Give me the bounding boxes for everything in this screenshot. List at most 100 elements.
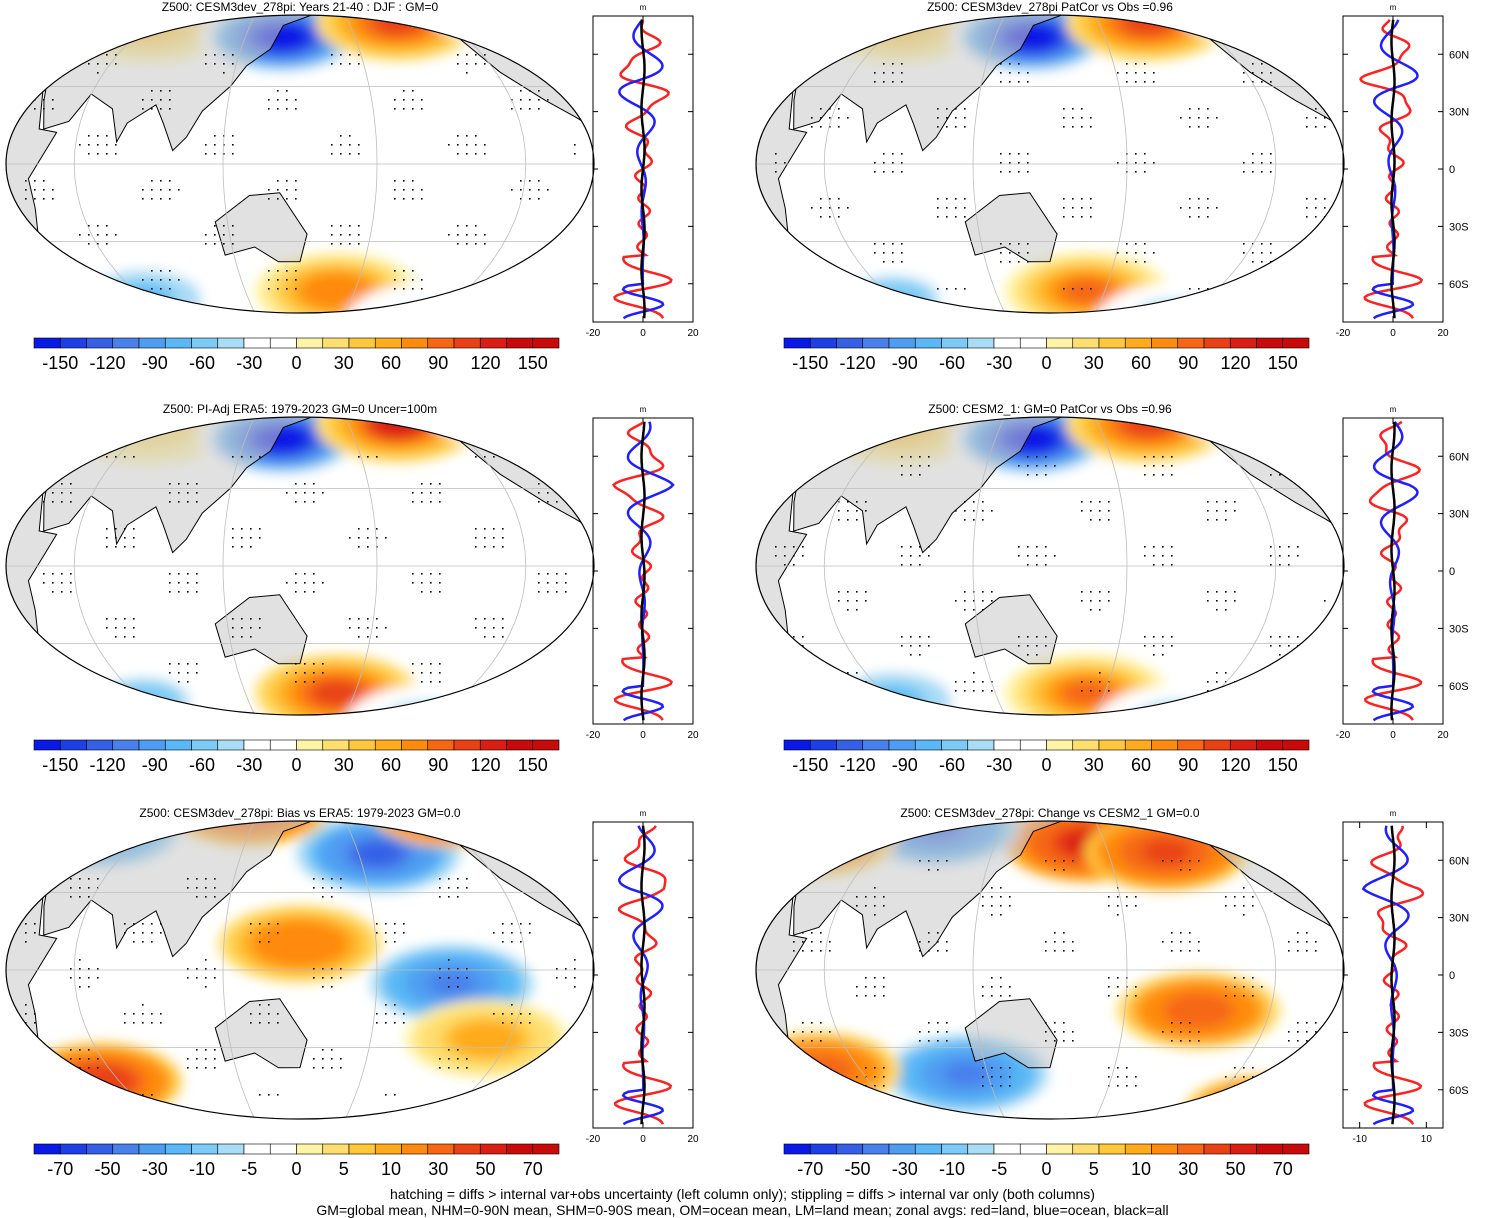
colorbar-tick-label: -30 [236,353,262,373]
colorbar-swatch [1178,1144,1204,1154]
colorbar-swatch [113,338,139,348]
profile-x-tick: 0 [640,1134,646,1145]
anomaly-contour [74,820,121,841]
colorbar-swatch [113,740,139,750]
anomaly-contour [482,416,529,419]
anomaly-contour [755,416,842,457]
anomaly-contour [5,14,33,29]
colorbar-swatch [810,338,836,348]
anomaly-contour [26,14,143,30]
colorbar-swatch [1283,1144,1309,1154]
colorbar-swatch [942,740,968,750]
colorbar-tick-label: 0 [291,1159,301,1179]
colorbar-swatch [244,740,270,750]
colorbar-swatch [34,338,60,348]
profile-x-tick: 0 [640,328,646,339]
colorbar-swatch [1020,1144,1046,1154]
profile-x-tick: 20 [1437,730,1449,741]
colorbar-swatch [323,740,349,750]
anomaly-contour [5,416,92,457]
colorbar-tick-label: 0 [291,353,301,373]
colorbar-tick-label: 30 [1178,1159,1198,1179]
colorbar-swatch [297,338,323,348]
anomaly-contour [51,820,145,852]
colorbar-swatch [454,1144,480,1154]
colorbar-swatch [968,338,994,348]
colorbar-swatch [1204,1144,1230,1154]
profile-lat-label: 30N [1449,107,1469,119]
anomaly-contour [37,14,131,25]
anomaly-contour [5,416,166,443]
colorbar-swatch [1047,338,1073,348]
all-mean-line [1392,826,1395,1124]
colorbar-swatch [375,1144,401,1154]
anomaly-contour [37,416,131,427]
colorbar-tick-label: -60 [939,353,965,373]
colorbar-tick-label: -120 [89,353,125,373]
colorbar-tick-label: 70 [1273,1159,1293,1179]
colorbar-tick-label: -150 [42,353,78,373]
colorbar-tick-label: -70 [797,1159,823,1179]
colorbar-swatch [1073,740,1099,750]
profile-lat-label: 60S [1449,279,1469,291]
anomaly-contour [1232,14,1279,17]
colorbar-swatch [994,1144,1020,1154]
map [5,14,595,314]
anomaly-contour [799,14,870,20]
colorbar-tick-label: 120 [1220,353,1250,373]
anomaly-contour [755,416,830,452]
panel-title: Z500: CESM3dev_278pi: Years 21-40 : DJF … [0,0,600,14]
colorbar-swatch [1178,740,1204,750]
colorbar-tick-label: -90 [142,755,168,775]
anomaly-contour [799,416,870,422]
colorbar-swatch [1125,740,1151,750]
colorbar-swatch [994,338,1020,348]
colorbar-swatch [533,740,559,750]
anomaly-contour [459,416,553,430]
anomaly-contour [1063,279,1110,304]
anomaly-contour [435,14,576,39]
colorbar-swatch [428,740,454,750]
colorbar-tick-label: 30 [334,353,354,373]
anomaly-contour [49,416,120,422]
profile-lat-label: 30S [1449,1027,1469,1039]
colorbar-tick-label: 120 [470,353,500,373]
colorbar-swatch [218,1144,244,1154]
panel-title: Z500: CESM3dev_278pi: Bias vs ERA5: 1979… [0,806,600,820]
anomaly-contour [5,14,92,55]
anomaly-contour [276,932,323,957]
colorbar-swatch [139,740,165,750]
anomaly-contour [1230,1096,1301,1120]
panel-1: Z500: CESM3dev_278pi: Years 21-40 : DJF … [0,0,742,405]
profile-x-tick: 0 [1390,730,1396,741]
anomaly-contour [787,14,881,25]
anomaly-contour [5,14,45,34]
colorbar-tick-label: -120 [839,755,875,775]
anomaly-contour [787,416,881,427]
colorbar-swatch [480,740,506,750]
colorbar-tick-label: -10 [189,1159,215,1179]
anomaly-contour [14,416,155,438]
anomaly-contour [5,14,166,41]
anomaly-contour [755,14,795,34]
colorbar-tick-label: 150 [518,755,548,775]
colorbar-tick-label: 5 [339,1159,349,1179]
colorbar-tick-label: -70 [47,1159,73,1179]
profile-x-tick: -20 [1336,328,1351,339]
colorbar-swatch [349,338,375,348]
colorbar-swatch [915,338,941,348]
colorbar-tick-label: -30 [236,755,262,775]
anomaly-contour [1209,416,1303,430]
anomaly-contour [5,416,80,452]
anomaly-contour [755,416,783,431]
colorbar-swatch [837,338,863,348]
colorbar-swatch [1073,338,1099,348]
colorbar-tick-label: 0 [1041,755,1051,775]
map [5,416,595,716]
colorbar-swatch [323,1144,349,1154]
anomaly-contour [768,820,862,861]
